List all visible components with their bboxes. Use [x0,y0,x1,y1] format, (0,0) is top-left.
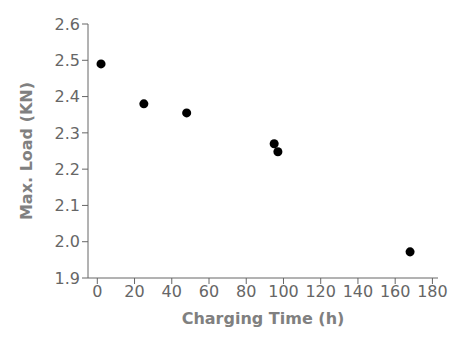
svg-text:160: 160 [380,282,411,301]
svg-text:1.9: 1.9 [55,269,80,288]
svg-text:2.2: 2.2 [55,160,80,179]
svg-text:2.1: 2.1 [55,196,80,215]
svg-text:2.4: 2.4 [55,87,80,106]
svg-text:20: 20 [124,282,144,301]
svg-text:Max. Load (KN): Max. Load (KN) [17,82,36,220]
svg-text:40: 40 [162,282,182,301]
svg-text:0: 0 [92,282,102,301]
svg-text:2.0: 2.0 [55,232,80,251]
svg-text:120: 120 [305,282,336,301]
svg-text:140: 140 [343,282,374,301]
svg-text:100: 100 [268,282,299,301]
svg-text:2.5: 2.5 [55,51,80,70]
svg-text:2.3: 2.3 [55,124,80,143]
svg-text:180: 180 [417,282,448,301]
svg-text:60: 60 [199,282,219,301]
svg-text:80: 80 [236,282,256,301]
svg-text:2.6: 2.6 [55,15,80,34]
svg-text:Charging Time (h): Charging Time (h) [182,309,345,328]
